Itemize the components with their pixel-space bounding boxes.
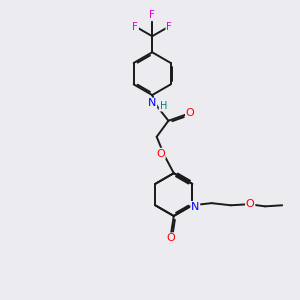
Text: F: F <box>132 22 138 32</box>
Text: N: N <box>148 98 156 108</box>
Text: H: H <box>160 101 167 111</box>
Text: O: O <box>156 148 165 158</box>
Text: O: O <box>186 108 195 118</box>
Text: F: F <box>166 22 172 32</box>
Text: F: F <box>149 11 155 20</box>
Text: N: N <box>191 202 200 212</box>
Text: O: O <box>246 199 255 208</box>
Text: O: O <box>167 233 175 243</box>
